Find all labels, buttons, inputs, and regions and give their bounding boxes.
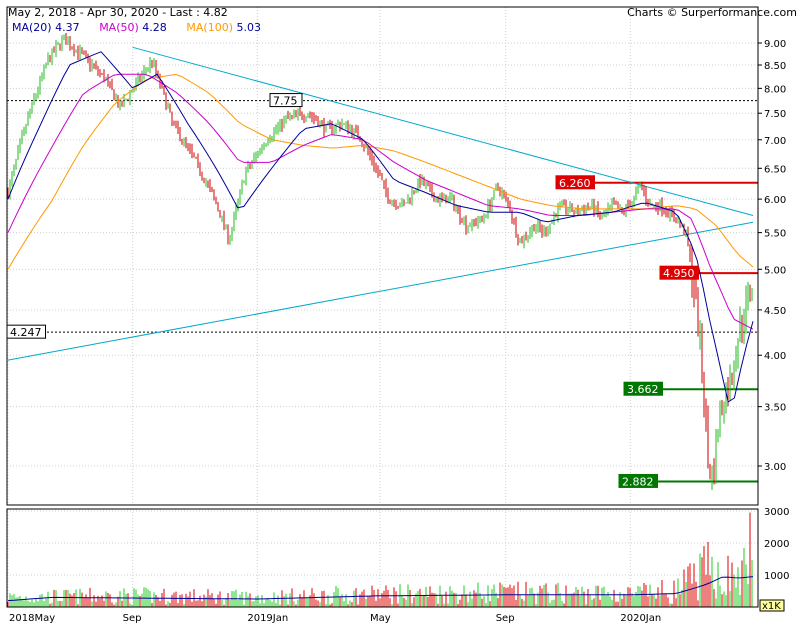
price-tick-label: 6.50 bbox=[764, 164, 786, 175]
volume-tick-label: 1000 bbox=[764, 571, 789, 582]
time-axis-label: 2020Jan bbox=[620, 613, 661, 624]
time-axis-label: 2018May bbox=[9, 613, 55, 624]
price-tick-label: 8.00 bbox=[764, 84, 786, 95]
trendlines bbox=[7, 46, 754, 361]
level-label-text: 3.662 bbox=[627, 383, 659, 396]
trendline bbox=[132, 46, 754, 216]
volume-tick-label: 3000 bbox=[764, 507, 789, 518]
legend-entry: MA(100) 5.03 bbox=[186, 21, 261, 34]
level-label-text: 6.260 bbox=[559, 177, 591, 190]
time-axis-label: 2019Jan bbox=[247, 613, 288, 624]
price-tick-label: 5.00 bbox=[764, 265, 786, 276]
price-tick-label: 4.00 bbox=[764, 351, 786, 362]
level-labels: 7.75 4.247 6.260 4.950 3.662 2.882 bbox=[6, 93, 699, 488]
volume-unit-badge bbox=[759, 599, 785, 612]
level-label-text: 2.882 bbox=[622, 475, 654, 488]
chart-header: May 2, 2018 - Apr 30, 2020 - Last : 4.82… bbox=[8, 6, 797, 19]
panel-frames bbox=[6, 6, 759, 608]
legend-entry: MA(20) 4.37 bbox=[12, 21, 80, 34]
price-tick-label: 5.50 bbox=[764, 229, 786, 240]
axis-labels: 9.00 8.50 8.00 7.50 7.00 6.50 6.00 5.50 5.00 4.50… bbox=[9, 39, 789, 624]
ma20-line bbox=[7, 51, 754, 403]
legend-series-value: 4.28 bbox=[142, 21, 167, 34]
volume-tick-label: 2000 bbox=[764, 539, 789, 550]
level-label-box bbox=[618, 473, 658, 488]
price-tick-label: 3.50 bbox=[764, 403, 786, 414]
ma50-line bbox=[7, 73, 754, 330]
volume-grid bbox=[7, 510, 758, 576]
moving-averages bbox=[7, 51, 754, 403]
level-label-box bbox=[659, 265, 699, 280]
price-tick-label: 7.00 bbox=[764, 136, 786, 147]
legend-series-name: MA(100) bbox=[186, 21, 236, 34]
price-grid bbox=[7, 7, 758, 607]
level-label-box bbox=[555, 175, 595, 190]
ma100-line bbox=[7, 73, 754, 270]
volume-ma-line bbox=[7, 576, 754, 602]
legend-series-name: MA(50) bbox=[99, 21, 142, 34]
volume-bars bbox=[7, 512, 753, 607]
level-label-box bbox=[623, 381, 663, 396]
chart-credit: Charts © Surperformance.com bbox=[627, 6, 797, 19]
price-tick-label: 3.00 bbox=[764, 462, 786, 473]
time-axis-label: May bbox=[370, 613, 391, 624]
price-bars bbox=[7, 33, 753, 490]
price-tick-label: 9.00 bbox=[764, 39, 786, 50]
legend-series-value: 5.03 bbox=[236, 21, 261, 34]
level-label-text: 7.75 bbox=[273, 95, 298, 108]
date-range-text: May 2, 2018 - Apr 30, 2020 - Last : 4.82 bbox=[8, 6, 228, 19]
horizontal-levels bbox=[7, 100, 758, 483]
price-tick-label: 7.50 bbox=[764, 109, 786, 120]
price-tick-label: 6.00 bbox=[764, 195, 786, 206]
level-label-box bbox=[269, 93, 303, 108]
legend: MA(20) 4.37 MA(50) 4.28 MA(100) 5.03 bbox=[12, 21, 261, 34]
price-tick-label: 4.50 bbox=[764, 306, 786, 317]
time-axis-label: Sep bbox=[496, 613, 515, 624]
time-axis-label: Sep bbox=[123, 613, 142, 624]
volume-unit-label: x1K bbox=[762, 601, 781, 612]
level-label-text: 4.247 bbox=[10, 326, 42, 339]
legend-series-value: 4.37 bbox=[55, 21, 80, 34]
legend-entry: MA(50) 4.28 bbox=[99, 21, 167, 34]
level-label-box bbox=[6, 324, 46, 339]
price-tick-label: 8.50 bbox=[764, 61, 786, 72]
volume-moving-average bbox=[7, 576, 754, 602]
legend-series-name: MA(20) bbox=[12, 21, 55, 34]
trendline bbox=[7, 221, 754, 361]
level-label-text: 4.950 bbox=[663, 267, 695, 280]
